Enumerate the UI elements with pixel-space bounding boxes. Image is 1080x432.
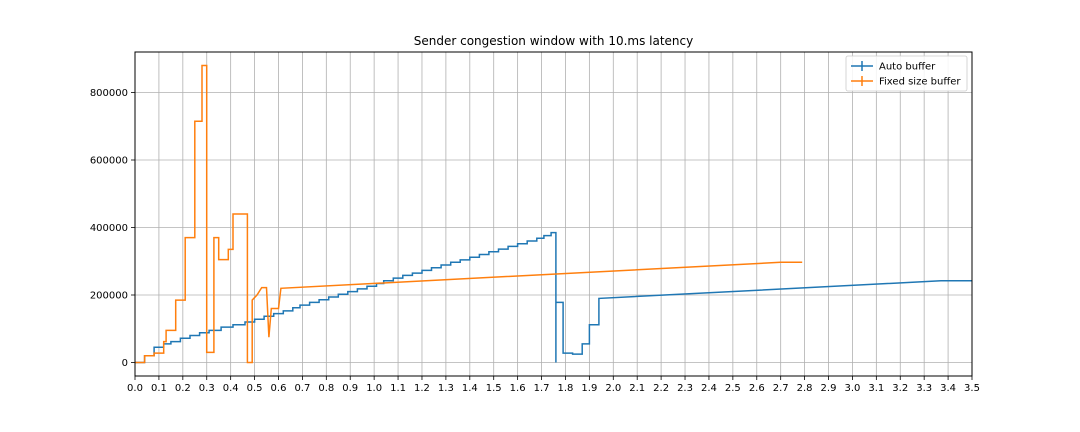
x-tick-label: 2.1 (629, 383, 645, 394)
x-tick-label: 3.0 (844, 383, 860, 394)
series-line-0 (135, 231, 972, 364)
legend-label: Fixed size buffer (879, 77, 961, 88)
grid (134, 52, 973, 376)
x-tick-label: 3.2 (892, 383, 908, 394)
x-tick-label: 1.9 (581, 383, 597, 394)
x-tick-label: 0.0 (127, 383, 143, 394)
series-layer (135, 64, 972, 364)
x-tick-label: 2.0 (605, 383, 621, 394)
x-tick-label: 2.4 (701, 383, 717, 394)
x-tick-label: 1.4 (462, 383, 478, 394)
x-tick-label: 0.5 (247, 383, 263, 394)
x-tick-label: 0.7 (294, 383, 310, 394)
x-tick-label: 3.5 (964, 383, 980, 394)
x-tick-label: 2.2 (653, 383, 669, 394)
y-tick-label: 600000 (90, 156, 128, 167)
x-tick-label: 2.3 (677, 383, 693, 394)
series-line-1 (135, 64, 803, 364)
x-tick-label: 1.0 (366, 383, 382, 394)
legend: Auto buffer Fixed size buffer (845, 55, 968, 92)
y-axis: 0 200000 400000 600000 800000 (90, 88, 135, 369)
x-tick-label: 0.6 (271, 383, 287, 394)
x-tick-label: 0.4 (223, 383, 239, 394)
x-tick-label: 1.8 (558, 383, 574, 394)
y-tick-label: 400000 (90, 223, 128, 234)
x-tick-label: 0.3 (199, 383, 215, 394)
x-tick-label: 1.2 (414, 383, 430, 394)
y-tick-label: 200000 (90, 291, 128, 302)
x-tick-label: 0.9 (342, 383, 358, 394)
x-tick-label: 3.4 (940, 383, 956, 394)
x-axis: 0.0 0.1 0.2 0.3 0.4 0.5 0.6 0.7 0.8 0.9 1.0 1.1 1.2 1… (127, 376, 980, 394)
x-tick-label: 2.6 (749, 383, 765, 394)
x-tick-label: 0.8 (318, 383, 334, 394)
x-tick-label: 1.7 (534, 383, 550, 394)
x-tick-label: 3.3 (916, 383, 932, 394)
legend-box (845, 55, 968, 92)
x-tick-label: 1.3 (438, 383, 454, 394)
x-tick-label: 0.2 (175, 383, 191, 394)
x-tick-label: 2.5 (725, 383, 741, 394)
plot-frame (134, 51, 973, 377)
x-tick-label: 2.9 (821, 383, 837, 394)
x-tick-label: 3.1 (868, 383, 884, 394)
x-tick-label: 2.7 (773, 383, 789, 394)
x-tick-label: 0.1 (151, 383, 167, 394)
x-tick-label: 1.1 (390, 383, 406, 394)
x-tick-label: 2.8 (797, 383, 813, 394)
x-tick-label: 1.5 (486, 383, 502, 394)
y-tick-label: 0 (122, 358, 128, 369)
y-tick-label: 800000 (90, 88, 128, 99)
x-tick-label: 1.6 (510, 383, 526, 394)
legend-label: Auto buffer (879, 62, 936, 73)
chart-title: Sender congestion window with 10.ms late… (414, 34, 694, 48)
